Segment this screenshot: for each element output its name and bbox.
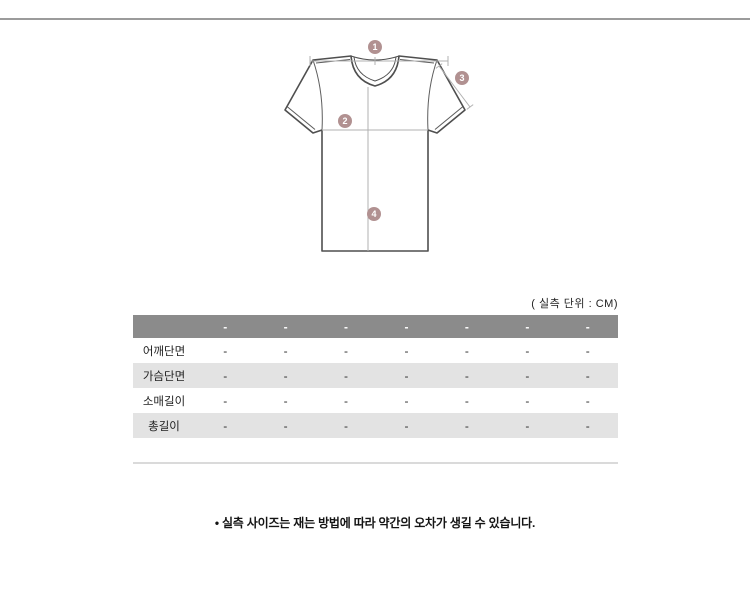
cuff-seam-right: [434, 106, 464, 130]
value-cell: -: [344, 343, 349, 358]
measure-markers: 1 2 3 4: [338, 40, 469, 221]
value-cell: -: [404, 393, 409, 408]
marker-2-number: 2: [342, 116, 347, 126]
value-cell: -: [404, 368, 409, 383]
size-spec-table: - - - - - - - 어깨단면 - - - - - - - 가슴단면: [133, 315, 618, 438]
value-cell: -: [464, 368, 469, 383]
sleeve-measure-tick-top: [435, 63, 443, 69]
measure-lines: [309, 56, 474, 251]
size-table-section: ( 실측 단위 : CM) - - - - - - - 어깨단면 - - -: [133, 296, 618, 438]
table-row-sleeve: 소매길이 - - - - - - -: [133, 388, 618, 413]
value-cell: -: [223, 418, 228, 433]
value-cell: -: [283, 343, 288, 358]
row-label: 가슴단면: [142, 370, 186, 383]
tshirt-outline: [284, 55, 466, 252]
table-row-chest: 가슴단면 - - - - - - -: [133, 363, 618, 388]
marker-3-number: 3: [459, 73, 464, 83]
value-cell: -: [283, 418, 288, 433]
marker-2-chest-circle: [338, 114, 352, 128]
value-cell: -: [585, 368, 590, 383]
value-cell: -: [344, 393, 349, 408]
header-cell: -: [497, 315, 558, 338]
measurement-unit-note: ( 실측 단위 : CM): [531, 298, 618, 310]
value-cell: -: [464, 418, 469, 433]
row-label: 총길이: [148, 420, 180, 433]
cuff-seam-left: [286, 106, 316, 130]
value-cell: -: [223, 393, 228, 408]
header-cell: -: [436, 315, 498, 338]
bottom-divider-rule: [133, 462, 618, 464]
sleeve-measure-line: [438, 65, 471, 108]
value-cell: -: [283, 393, 288, 408]
sleeve-measure-tick-bottom: [466, 104, 474, 110]
marker-1-shoulder-circle: [368, 40, 382, 54]
marker-3-sleeve-circle: [455, 71, 469, 85]
marker-4-length-circle: [367, 207, 381, 221]
value-cell: -: [525, 418, 530, 433]
header-cell: -: [557, 315, 618, 338]
value-cell: -: [585, 343, 590, 358]
value-cell: -: [344, 418, 349, 433]
tshirt-diagram-svg: 1 2 3 4: [284, 40, 474, 252]
size-table-header-row: - - - - - - -: [133, 315, 618, 338]
header-label-cell: [133, 315, 195, 338]
value-cell: -: [525, 343, 530, 358]
value-cell: -: [585, 393, 590, 408]
header-cell: -: [255, 315, 316, 338]
armhole-seam-right: [427, 59, 438, 131]
marker-4-number: 4: [371, 209, 376, 219]
header-cell: -: [376, 315, 437, 338]
value-cell: -: [404, 343, 409, 358]
tshirt-measurement-diagram: 1 2 3 4: [278, 30, 508, 270]
collar-inner-line: [353, 56, 397, 82]
header-cell: -: [315, 315, 377, 338]
top-divider-rule: [0, 18, 750, 20]
value-cell: -: [344, 368, 349, 383]
value-cell: -: [464, 343, 469, 358]
measurement-disclaimer-note: • 실측 사이즈는 재는 방법에 따라 약간의 오차가 생길 수 있습니다.: [214, 516, 536, 530]
value-cell: -: [283, 368, 288, 383]
value-cell: -: [223, 368, 228, 383]
table-row-shoulder: 어깨단면 - - - - - - -: [133, 338, 618, 363]
armhole-seam-left: [312, 59, 323, 131]
row-label: 소매길이: [142, 395, 186, 408]
row-label: 어깨단면: [142, 345, 186, 358]
value-cell: -: [525, 393, 530, 408]
marker-1-number: 1: [372, 42, 377, 52]
value-cell: -: [525, 368, 530, 383]
value-cell: -: [404, 418, 409, 433]
table-row-length: 총길이 - - - - - - -: [133, 413, 618, 438]
value-cell: -: [223, 343, 228, 358]
value-cell: -: [585, 418, 590, 433]
value-cell: -: [464, 393, 469, 408]
header-cell: -: [195, 315, 256, 338]
